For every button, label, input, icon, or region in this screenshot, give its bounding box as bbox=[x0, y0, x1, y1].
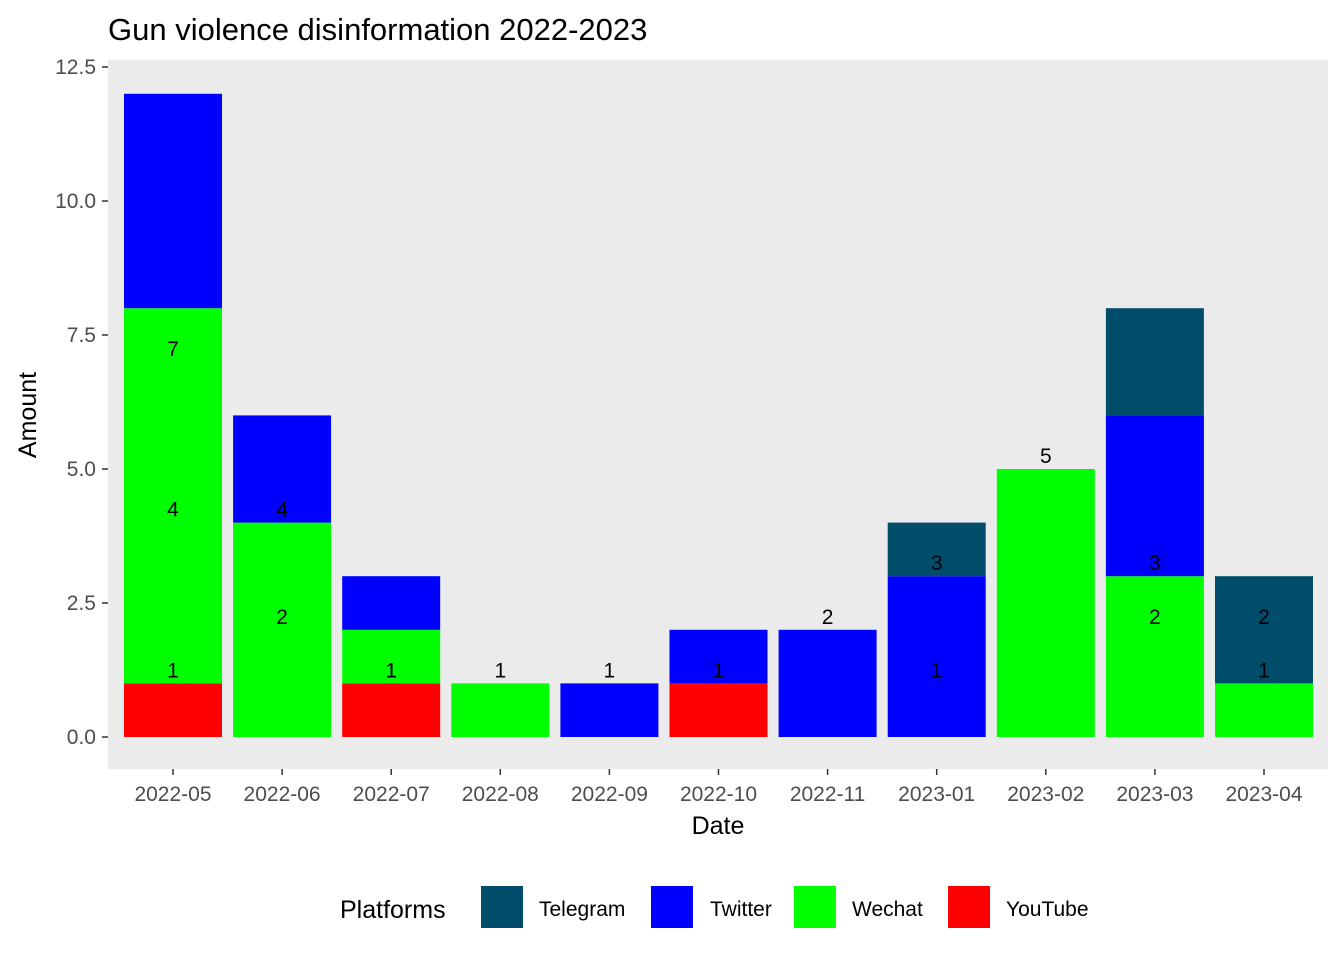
data-label: 3 bbox=[931, 552, 943, 575]
data-label: 1 bbox=[494, 659, 506, 682]
data-label: 7 bbox=[167, 338, 179, 361]
y-axis-title: Amount bbox=[14, 372, 42, 458]
x-tick-label: 2022-05 bbox=[134, 783, 211, 806]
bar-segment-wechat bbox=[233, 522, 332, 737]
data-label: 1 bbox=[385, 659, 397, 682]
bar-segment-twitter bbox=[887, 576, 986, 737]
legend-label: Wechat bbox=[852, 898, 923, 921]
legend-key-telegram bbox=[481, 886, 523, 928]
bar-segment-youtube bbox=[342, 683, 441, 737]
x-tick-label: 2022-07 bbox=[353, 783, 430, 806]
legend-key-wechat bbox=[794, 886, 836, 928]
bar-segment-wechat bbox=[996, 469, 1095, 737]
x-tick-label: 2022-06 bbox=[244, 783, 321, 806]
data-label: 1 bbox=[931, 659, 943, 682]
x-tick-label: 2023-03 bbox=[1116, 783, 1193, 806]
bar-segment-youtube bbox=[124, 683, 222, 737]
data-label: 1 bbox=[385, 659, 397, 682]
bar-segment-wechat bbox=[1105, 576, 1204, 737]
legend-label: Twitter bbox=[710, 898, 772, 921]
data-label: 2 bbox=[1258, 606, 1270, 629]
bar-segment-twitter bbox=[124, 93, 222, 309]
bar-segment-twitter bbox=[342, 576, 441, 630]
bar-segment-telegram bbox=[887, 522, 986, 577]
data-label: 1 bbox=[604, 659, 616, 682]
y-axis: 0.0 2.5 5.0 7.5 10.0 12.5 bbox=[55, 56, 108, 749]
data-label: 4 bbox=[276, 499, 288, 522]
legend-label: YouTube bbox=[1006, 898, 1089, 921]
x-tick-label: 2023-02 bbox=[1007, 783, 1084, 806]
x-axis: 2022-05 2022-06 2022-07 2022-08 2022-09 2022-… bbox=[134, 769, 1303, 806]
data-label: 2 bbox=[276, 606, 288, 629]
y-tick-label: 7.5 bbox=[67, 324, 96, 347]
data-label: 2 bbox=[822, 606, 834, 629]
data-label: 1 bbox=[167, 659, 179, 682]
x-tick-label: 2022-10 bbox=[680, 783, 757, 806]
x-tick-label: 2022-11 bbox=[790, 783, 866, 806]
y-tick-label: 2.5 bbox=[67, 592, 96, 615]
data-label: 1 bbox=[1258, 659, 1270, 682]
data-label: 2 bbox=[1149, 606, 1161, 629]
x-tick-label: 2022-08 bbox=[462, 783, 539, 806]
data-label: 5 bbox=[1040, 445, 1052, 468]
bar-segment-wechat bbox=[342, 629, 441, 684]
y-tick-label: 10.0 bbox=[55, 190, 96, 213]
x-tick-label: 2023-01 bbox=[898, 783, 975, 806]
data-label: 3 bbox=[1149, 552, 1161, 575]
y-tick-label: 0.0 bbox=[67, 726, 96, 749]
chart-title: Gun violence disinformation 2022-2023 bbox=[108, 12, 647, 47]
legend-label: Telegram bbox=[539, 898, 625, 921]
bar-segment-telegram bbox=[1105, 308, 1204, 416]
bar-segment-twitter bbox=[778, 629, 877, 737]
x-axis-title: Date bbox=[692, 812, 745, 840]
x-tick-label: 2023-04 bbox=[1225, 783, 1302, 806]
bar-segment-wechat bbox=[1215, 683, 1313, 737]
data-label: 4 bbox=[167, 499, 179, 522]
legend-key-youtube bbox=[948, 886, 990, 928]
bar-segment-twitter bbox=[1105, 415, 1204, 577]
bar-segment-youtube bbox=[669, 683, 768, 737]
bars bbox=[124, 93, 1313, 737]
bar-segment-wechat bbox=[451, 683, 550, 737]
bar-segment-wechat bbox=[124, 308, 222, 684]
x-tick-label: 2022-09 bbox=[571, 783, 648, 806]
data-label: 1 bbox=[713, 659, 725, 682]
y-tick-label: 12.5 bbox=[55, 56, 96, 79]
bar-segment-twitter bbox=[233, 415, 332, 523]
bar-segment-twitter bbox=[669, 629, 768, 684]
y-tick-label: 5.0 bbox=[67, 458, 96, 481]
legend-title: Platforms bbox=[340, 896, 446, 924]
legend: Platforms Telegram Twitter Wechat YouTube bbox=[340, 886, 1089, 928]
legend-key-twitter bbox=[651, 886, 693, 928]
bar-segment-telegram bbox=[1215, 576, 1313, 684]
bar-segment-twitter bbox=[560, 683, 659, 737]
